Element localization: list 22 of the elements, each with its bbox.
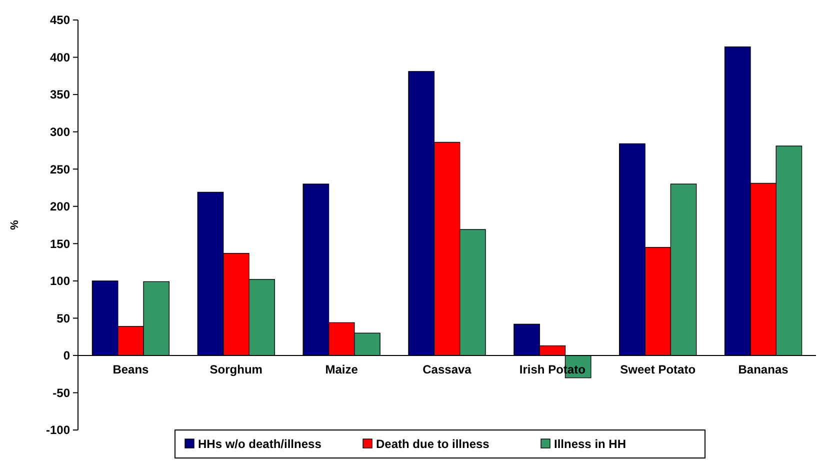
y-tick-label: 200 xyxy=(50,200,70,214)
x-tick-label: Maize xyxy=(325,362,358,376)
y-tick-label: 400 xyxy=(50,50,70,64)
x-tick-label: Beans xyxy=(112,362,150,376)
y-tick-label: -50 xyxy=(52,386,70,400)
y-tick-label: 300 xyxy=(50,125,70,140)
x-tick-label: Cassava xyxy=(422,362,472,376)
legend-label: Illness in HH xyxy=(554,437,626,452)
legend-label: Death due to illness xyxy=(376,437,490,452)
y-tick-label: 0 xyxy=(63,348,70,363)
y-tick-label: 250 xyxy=(50,162,70,176)
y-tick-label: 450 xyxy=(50,13,70,28)
legend-label: HHs w/o death/illness xyxy=(198,437,322,452)
x-tick-label: Bananas xyxy=(738,362,789,376)
x-tick-label: Sweet Potato xyxy=(620,362,696,376)
y-tick-label: 150 xyxy=(50,236,70,251)
y-tick-label: 100 xyxy=(50,274,70,288)
y-axis-title: % xyxy=(9,220,21,230)
y-tick-label: 350 xyxy=(50,88,70,102)
x-tick-label: Sorghum xyxy=(210,362,262,376)
y-tick-label: 50 xyxy=(56,311,70,326)
y-tick-label: -100 xyxy=(46,423,70,438)
